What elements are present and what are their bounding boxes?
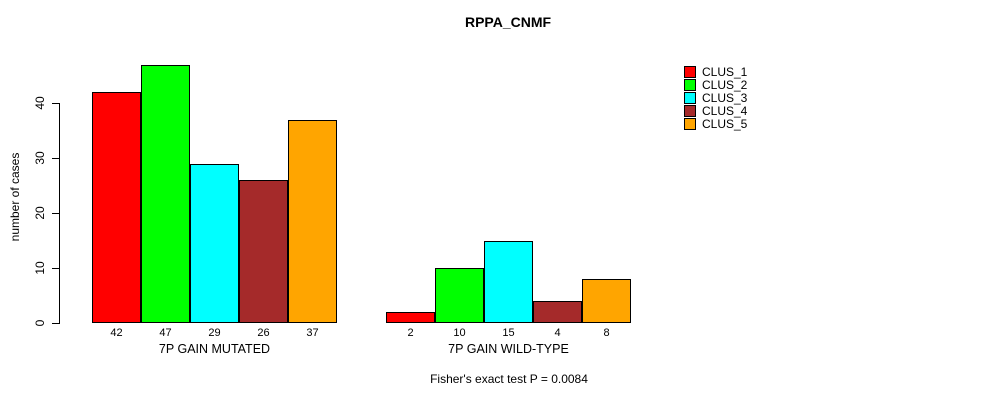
y-axis-tick-label: 10 xyxy=(33,261,47,275)
bar-value-label: 42 xyxy=(110,327,123,339)
legend-swatch-clus_5 xyxy=(684,118,696,131)
bar-clus_5-group1 xyxy=(288,119,337,323)
y-axis-tick xyxy=(52,213,59,214)
fisher-test-annotation: Fisher's exact test P = 0.0084 xyxy=(430,372,588,386)
bar-clus_1-group1 xyxy=(92,92,141,323)
bar-clus_4-group1 xyxy=(239,180,288,323)
legend-item-clus_5: CLUS_5 xyxy=(684,117,748,132)
y-axis-tick-label: 20 xyxy=(33,206,47,220)
bar-value-label: 26 xyxy=(257,327,270,339)
bar-clus_3-group1 xyxy=(190,163,239,323)
y-axis-tick-label: 40 xyxy=(33,96,47,110)
y-axis-tick-label: 30 xyxy=(33,151,47,165)
y-axis-tick-label: 0 xyxy=(33,319,47,327)
legend-swatch-clus_2 xyxy=(684,78,696,91)
y-axis-tick xyxy=(52,103,59,104)
x-axis-group-label: 7P GAIN WILD-TYPE xyxy=(448,342,569,356)
bar-clus_2-group1 xyxy=(141,64,190,323)
legend-label: CLUS_2 xyxy=(702,77,748,92)
bar-value-label: 4 xyxy=(554,327,561,339)
bar-clus_5-group2 xyxy=(582,279,631,323)
x-axis-group-label: 7P GAIN MUTATED xyxy=(158,342,271,356)
bar-value-label: 8 xyxy=(603,327,610,339)
bar-clus_4-group2 xyxy=(533,301,582,323)
chart-title: RPPA_CNMF xyxy=(464,14,552,30)
legend-item-clus_1: CLUS_1 xyxy=(684,64,748,79)
y-axis-tick xyxy=(52,268,59,269)
legend-item-clus_2: CLUS_2 xyxy=(684,77,748,92)
bar-value-label: 37 xyxy=(306,327,319,339)
bar-value-label: 2 xyxy=(407,327,414,339)
legend-label: CLUS_4 xyxy=(702,104,748,119)
bar-clus_3-group2 xyxy=(484,240,533,323)
legend-swatch-clus_3 xyxy=(684,91,696,104)
legend-swatch-clus_4 xyxy=(684,105,696,118)
legend-swatch-clus_1 xyxy=(684,65,696,78)
y-axis-tick xyxy=(52,323,59,324)
legend-label: CLUS_3 xyxy=(702,90,748,105)
y-axis-line xyxy=(59,103,60,324)
bar-value-label: 10 xyxy=(453,327,466,339)
legend-label: CLUS_1 xyxy=(702,64,748,79)
bar-clus_1-group2 xyxy=(386,312,435,323)
y-axis-tick xyxy=(52,158,59,159)
bar-value-label: 15 xyxy=(502,327,515,339)
legend-item-clus_4: CLUS_4 xyxy=(684,104,748,119)
legend-label: CLUS_5 xyxy=(702,117,748,132)
bar-clus_2-group2 xyxy=(435,268,484,323)
bar-value-label: 47 xyxy=(159,327,172,339)
legend-item-clus_3: CLUS_3 xyxy=(684,90,748,105)
bar-value-label: 29 xyxy=(208,327,221,339)
